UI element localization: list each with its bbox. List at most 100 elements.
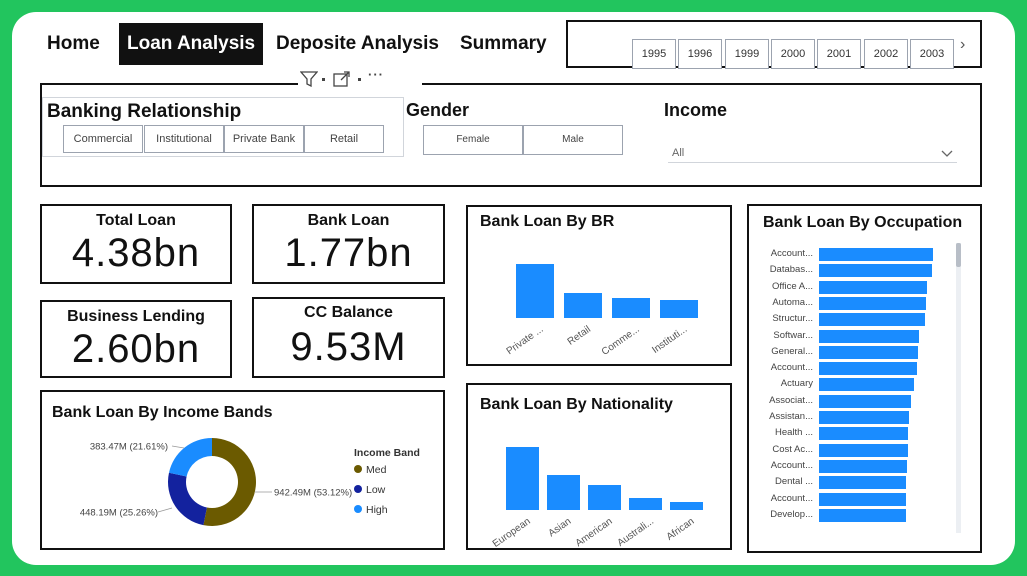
x-tick-label: Private ... bbox=[504, 324, 546, 358]
kpi-value: 9.53M bbox=[290, 325, 407, 369]
bar-australi[interactable] bbox=[629, 498, 662, 510]
chart-bank-loan-by-income-bands: Bank Loan By Income Bands 942.49M (53.12… bbox=[40, 390, 445, 550]
focus-mode-icon[interactable] bbox=[333, 71, 351, 90]
data-label: 942.49M (53.12%) bbox=[274, 488, 352, 499]
bar-african[interactable] bbox=[670, 501, 703, 510]
bar-occupation[interactable] bbox=[819, 296, 927, 310]
banking-relationship-title: Banking Relationship bbox=[47, 101, 242, 122]
donut-slice-low[interactable] bbox=[168, 472, 207, 526]
bar-occupation[interactable] bbox=[819, 378, 914, 392]
bar-occupation[interactable] bbox=[819, 411, 910, 424]
year-button-1996[interactable]: 1996 bbox=[678, 39, 722, 69]
tab-deposite-analysis[interactable]: Deposite Analysis bbox=[276, 33, 439, 54]
year-button-2002[interactable]: 2002 bbox=[864, 39, 908, 69]
income-dropdown-value: All bbox=[672, 147, 685, 159]
bar-american[interactable] bbox=[588, 485, 621, 510]
bar-asian[interactable] bbox=[547, 475, 580, 510]
y-tick-label: Account... bbox=[770, 492, 813, 504]
chart-title: Bank Loan By Nationality bbox=[480, 396, 673, 413]
chevron-right-icon[interactable]: › bbox=[960, 36, 966, 53]
legend-dot bbox=[354, 465, 362, 473]
bar-occupation[interactable] bbox=[819, 280, 928, 294]
y-tick-label: Actuary bbox=[780, 378, 813, 390]
dashboard-canvas: Home Loan Analysis Deposite Analysis Sum… bbox=[12, 12, 1015, 565]
y-tick-label: Develop... bbox=[770, 508, 813, 520]
bar-occupation[interactable] bbox=[819, 459, 907, 473]
bar-occupation[interactable] bbox=[819, 362, 918, 376]
year-button-2001[interactable]: 2001 bbox=[817, 39, 861, 69]
bar-occupation[interactable] bbox=[819, 345, 919, 359]
bar-european[interactable] bbox=[506, 447, 539, 510]
br-plot-area: Private ... Retail Comme... Instituti... bbox=[468, 207, 730, 364]
bar-occupation[interactable] bbox=[819, 508, 906, 522]
bar-occupation[interactable] bbox=[819, 394, 912, 408]
bar-occupation[interactable] bbox=[819, 476, 906, 490]
y-tick-label: General... bbox=[771, 345, 813, 357]
year-button-2003[interactable]: 2003 bbox=[910, 39, 954, 69]
x-tick-label: European bbox=[490, 516, 533, 550]
x-tick-label: American bbox=[573, 516, 615, 550]
br-option-institutional[interactable]: Institutional bbox=[144, 125, 224, 153]
bar-occupation[interactable] bbox=[819, 313, 926, 327]
bar-occupation[interactable] bbox=[819, 427, 908, 441]
x-tick-label: Instituti... bbox=[650, 324, 690, 356]
tab-loan-analysis[interactable]: Loan Analysis bbox=[119, 23, 264, 65]
kpi-business-lending: Business Lending 2.60bn bbox=[40, 300, 232, 378]
chart-title: Bank Loan By Occupation bbox=[763, 214, 963, 231]
filter-icon[interactable] bbox=[299, 71, 319, 90]
tab-summary[interactable]: Summary bbox=[460, 33, 547, 54]
year-button-2000[interactable]: 2000 bbox=[771, 39, 815, 69]
more-options-icon[interactable]: ··· bbox=[368, 67, 384, 82]
tab-home[interactable]: Home bbox=[47, 33, 100, 54]
bar-occupation[interactable] bbox=[819, 443, 908, 457]
gender-option-male[interactable]: Male bbox=[523, 125, 623, 155]
br-option-retail[interactable]: Retail bbox=[304, 125, 384, 153]
filter-panel: ··· Banking Relationship Commercial Inst… bbox=[40, 67, 982, 187]
kpi-total-loan: Total Loan 4.38bn bbox=[40, 204, 232, 284]
scrollbar-track[interactable] bbox=[956, 243, 961, 533]
year-button-1999[interactable]: 1999 bbox=[725, 39, 769, 69]
nationality-plot-area: European Asian American Australi... African bbox=[468, 385, 730, 550]
x-tick-label: Comme... bbox=[599, 324, 642, 358]
bar-occupation[interactable] bbox=[819, 264, 932, 278]
bar-occupation[interactable] bbox=[819, 248, 933, 261]
br-option-commercial[interactable]: Commercial bbox=[63, 125, 143, 153]
legend-dot bbox=[354, 485, 362, 493]
y-tick-label: Dental ... bbox=[774, 476, 813, 488]
bar-retail[interactable] bbox=[564, 292, 602, 318]
banking-relationship-slicer: Banking Relationship Commercial Institut… bbox=[42, 97, 404, 157]
legend-title: Income Band bbox=[354, 447, 420, 459]
legend-item-high[interactable]: High bbox=[354, 504, 388, 516]
chart-bank-loan-by-nationality: Bank Loan By Nationality European Asian Am… bbox=[466, 383, 732, 550]
kpi-title: Business Lending bbox=[67, 308, 205, 325]
kpi-title: Bank Loan bbox=[307, 212, 390, 229]
bar-occupation[interactable] bbox=[819, 329, 920, 343]
legend-label: Med bbox=[366, 464, 387, 476]
scrollbar-thumb[interactable] bbox=[956, 243, 961, 267]
y-tick-label: Structur... bbox=[772, 313, 813, 325]
legend-label: High bbox=[366, 504, 388, 516]
br-option-private-bank[interactable]: Private Bank bbox=[224, 125, 304, 153]
bar-comme[interactable] bbox=[612, 298, 650, 318]
y-tick-label: Databas... bbox=[769, 264, 813, 276]
kpi-value: 2.60bn bbox=[71, 327, 201, 371]
y-tick-label: Account... bbox=[770, 248, 813, 259]
income-donut-chart: 942.49M (53.12%) 448.19M (25.26%) 383.47M … bbox=[80, 438, 352, 526]
kpi-value: 1.77bn bbox=[284, 231, 413, 275]
y-tick-label: Health ... bbox=[774, 427, 813, 439]
x-tick-label: African bbox=[665, 516, 697, 543]
income-dropdown[interactable]: All bbox=[668, 141, 957, 163]
legend-dot bbox=[354, 505, 362, 513]
bar-occupation[interactable] bbox=[819, 492, 906, 506]
y-tick-label: Office A... bbox=[771, 280, 813, 292]
bar-private[interactable] bbox=[516, 264, 554, 318]
donut-slice-high[interactable] bbox=[168, 438, 212, 477]
year-button-1995[interactable]: 1995 bbox=[632, 39, 676, 69]
bar-instituti[interactable] bbox=[660, 299, 698, 318]
legend-item-med[interactable]: Med bbox=[354, 464, 386, 476]
donut-slice-med[interactable] bbox=[203, 438, 256, 526]
legend-item-low[interactable]: Low bbox=[354, 484, 385, 496]
x-tick-label: Retail bbox=[566, 324, 594, 348]
gender-option-female[interactable]: Female bbox=[423, 125, 523, 155]
chart-bank-loan-by-br: Bank Loan By BR Private ... Retail Comme..… bbox=[466, 205, 732, 366]
